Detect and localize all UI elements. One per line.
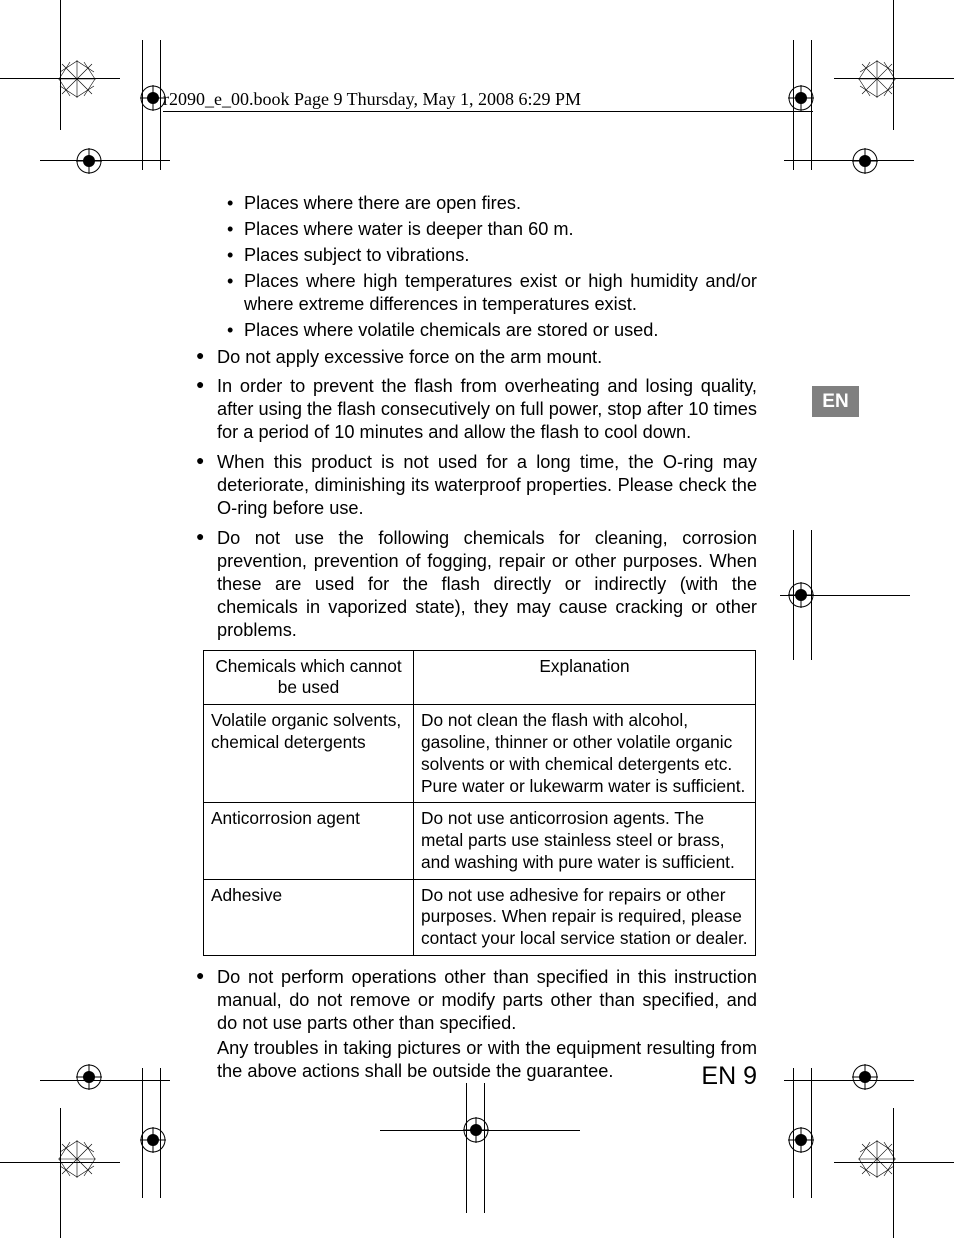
crop-mark-icon — [858, 1140, 896, 1178]
reg-mark-icon — [788, 1127, 814, 1153]
bullet-item: Do not perform operations other than spe… — [199, 966, 757, 1035]
table-row: Anticorrosion agent Do not use anticorro… — [204, 803, 756, 879]
reg-mark-icon — [76, 148, 102, 174]
bullet-item: Do not apply excessive force on the arm … — [199, 346, 757, 369]
sub-item: Places where there are open fires. — [219, 192, 757, 215]
crop-mark-icon — [858, 60, 896, 98]
table-cell: Adhesive — [204, 879, 414, 955]
bullet-list-after: Do not perform operations other than spe… — [199, 966, 757, 1035]
body-content: Places where there are open fires. Place… — [199, 192, 757, 1083]
page-header: r2090_e_00.book Page 9 Thursday, May 1, … — [163, 89, 581, 110]
reg-mark-icon — [788, 582, 814, 608]
reg-mark-icon — [788, 85, 814, 111]
sub-item: Places where water is deeper than 60 m. — [219, 218, 757, 241]
crop-mark-icon — [58, 60, 96, 98]
sub-list: Places where there are open fires. Place… — [219, 192, 757, 342]
bullet-item: When this product is not used for a long… — [199, 451, 757, 520]
crop-mark-icon — [58, 1140, 96, 1178]
table-header: Chemicals which cannot be used — [204, 650, 414, 705]
sub-item: Places subject to vibrations. — [219, 244, 757, 267]
reg-mark-icon — [852, 1064, 878, 1090]
table-row: Volatile organic solvents, chemical dete… — [204, 705, 756, 803]
page-footer: EN 9 — [199, 1062, 757, 1091]
bullet-item: In order to prevent the flash from overh… — [199, 375, 757, 444]
reg-mark-icon — [852, 148, 878, 174]
table-cell: Do not use anticorrosion agents. The met… — [414, 803, 756, 879]
header-rule — [163, 111, 813, 112]
reg-mark-icon — [140, 1127, 166, 1153]
table-row: Adhesive Do not use adhesive for repairs… — [204, 879, 756, 955]
table-cell: Anticorrosion agent — [204, 803, 414, 879]
chemicals-table: Chemicals which cannot be used Explanati… — [203, 650, 756, 956]
table-cell: Do not use adhesive for repairs or other… — [414, 879, 756, 955]
bullet-item: Do not use the following chemicals for c… — [199, 527, 757, 642]
language-tab: EN — [812, 386, 859, 417]
reg-mark-icon — [76, 1064, 102, 1090]
bullet-list: Do not apply excessive force on the arm … — [199, 346, 757, 642]
table-cell: Do not clean the flash with alcohol, gas… — [414, 705, 756, 803]
sub-item: Places where high temperatures exist or … — [219, 270, 757, 316]
reg-mark-icon — [463, 1117, 489, 1143]
table-cell: Volatile organic solvents, chemical dete… — [204, 705, 414, 803]
sub-item: Places where volatile chemicals are stor… — [219, 319, 757, 342]
table-header: Explanation — [414, 650, 756, 705]
